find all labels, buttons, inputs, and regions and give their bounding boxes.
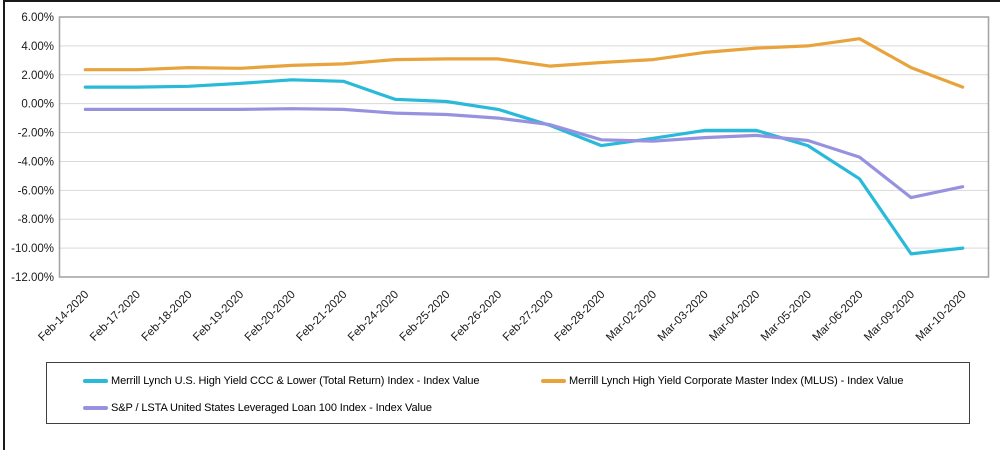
x-tick-label: Feb-21-2020 (294, 289, 349, 344)
legend-swatch-mlus-line (541, 379, 566, 383)
y-tick-label: 0.00% (21, 99, 54, 111)
legend-label-ccc: Merrill Lynch U.S. High Yield CCC & Lowe… (111, 375, 480, 387)
legend-swatch-ccc-line (83, 379, 108, 383)
legend-swatch-lsta-line (83, 406, 108, 410)
x-tick-label: Feb-14-2020 (36, 289, 91, 344)
chart-legend: Merrill Lynch U.S. High Yield CCC & Lowe… (46, 362, 970, 424)
x-tick-label: Feb-17-2020 (88, 289, 143, 344)
y-tick-label: -4.00% (18, 156, 54, 168)
x-tick-label: Feb-27-2020 (501, 289, 556, 344)
x-tick-label: Feb-18-2020 (140, 289, 195, 344)
x-tick-label: Feb-20-2020 (243, 289, 298, 344)
legend-item-lsta[interactable]: S&P / LSTA United States Leveraged Loan … (83, 402, 432, 414)
line-chart-svg: 6.00% 4.00% 2.00% 0.00% -2.00% -4.00% -6.00% -8… (11, 12, 990, 344)
x-tick-label: Mar-09-2020 (862, 289, 917, 344)
window-border-left (3, 0, 5, 450)
x-tick-label: Mar-10-2020 (914, 289, 969, 344)
y-tick-label: -8.00% (18, 214, 54, 226)
y-tick-label: 6.00% (21, 12, 54, 24)
x-tick-label: Mar-06-2020 (811, 289, 866, 344)
window-border-top (3, 0, 1000, 2)
x-tick-label: Feb-28-2020 (552, 289, 607, 344)
x-tick-label: Mar-03-2020 (656, 289, 711, 344)
x-tick-label: Feb-25-2020 (398, 289, 453, 344)
legend-item-mlus[interactable]: Merrill Lynch High Yield Corporate Maste… (541, 375, 903, 387)
x-tick-label: Feb-24-2020 (346, 289, 401, 344)
legend-item-ccc[interactable]: Merrill Lynch U.S. High Yield CCC & Lowe… (83, 375, 479, 387)
y-tick-label: 2.00% (21, 70, 54, 82)
y-tick-label: -6.00% (18, 185, 54, 197)
x-tick-label: Mar-02-2020 (604, 289, 659, 344)
legend-label-mlus: Merrill Lynch High Yield Corporate Maste… (569, 375, 904, 387)
plot-border (58, 16, 990, 278)
y-tick-label: 4.00% (21, 41, 54, 53)
x-tick-label: Mar-05-2020 (759, 289, 814, 344)
x-tick-label: Feb-19-2020 (191, 289, 246, 344)
series-line-0[interactable] (83, 78, 965, 256)
series-line-1[interactable] (83, 37, 965, 89)
y-tick-label: -12.00% (11, 272, 54, 284)
line-chart-area: 6.00% 4.00% 2.00% 0.00% -2.00% -4.00% -6.00% -8… (11, 12, 990, 344)
y-tick-label: -10.00% (11, 243, 54, 255)
x-tick-label: Feb-26-2020 (449, 289, 504, 344)
x-tick-label: Mar-04-2020 (707, 289, 762, 344)
y-tick-label: -2.00% (18, 128, 54, 140)
series-line-2[interactable] (83, 107, 965, 200)
legend-label-lsta: S&P / LSTA United States Leveraged Loan … (111, 402, 432, 414)
